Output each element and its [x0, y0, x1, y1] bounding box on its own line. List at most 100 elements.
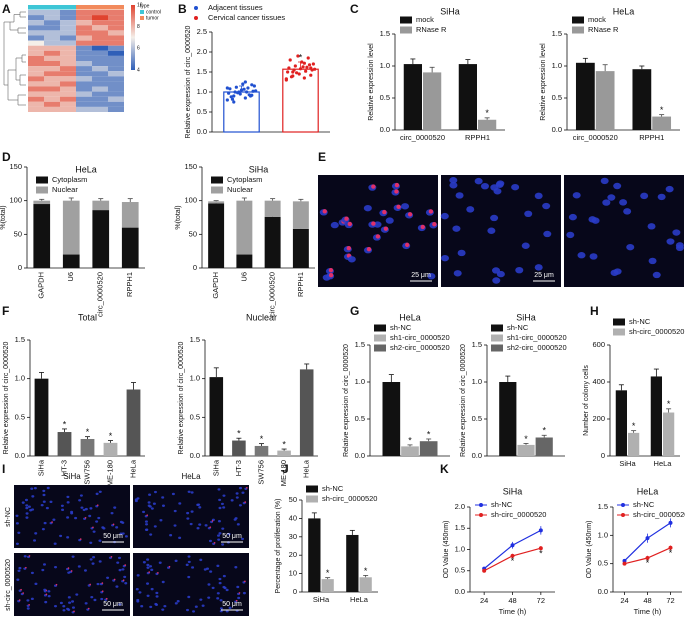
y-axis-label: OD Value (450nm) [586, 521, 593, 579]
cell [89, 541, 93, 544]
y-tick-label: 1.0 [355, 377, 365, 386]
cell [607, 194, 616, 201]
legend-label: tumor [146, 15, 159, 21]
x-tick-label: circ_0000520 [96, 272, 105, 317]
cell [158, 561, 162, 564]
cell [147, 504, 151, 507]
colorbar-tick-label: 8 [137, 24, 140, 30]
cell [149, 565, 153, 568]
chart-title: SiHa [440, 6, 460, 16]
cell-signal [148, 571, 151, 573]
cell-signal [346, 246, 351, 251]
x-tick-label: RPPH1 [465, 133, 490, 142]
y-tick-label: 30 [289, 532, 297, 541]
cell [174, 602, 178, 605]
bar [650, 376, 662, 456]
y-axis-label: Relative expression of circ_0000520 [178, 341, 185, 454]
y-axis-label: Relative expression of circ_0000520 [343, 344, 350, 457]
cell [440, 254, 449, 262]
y-tick-label: 0.0 [190, 451, 200, 460]
cell [236, 585, 240, 589]
y-tick-label: 0 [18, 263, 22, 272]
cell [33, 486, 37, 490]
cell-signal [45, 593, 48, 596]
cell [62, 605, 66, 608]
heat-cell [92, 71, 108, 77]
bar [478, 119, 497, 130]
legend-swatch [36, 186, 48, 194]
cell [145, 523, 149, 526]
bar [308, 518, 321, 592]
panel-letter: B [178, 2, 187, 16]
cell-signal [70, 570, 73, 572]
cell [577, 252, 586, 259]
heat-cell [60, 30, 76, 36]
cell-signal [157, 572, 159, 574]
heat-cell [76, 106, 92, 112]
y-tick-label: 2.0 [455, 502, 465, 511]
cell-signal [28, 603, 30, 606]
heat-cell [28, 45, 44, 51]
heat-cell [44, 55, 60, 61]
data-point [227, 91, 231, 95]
heat-cell [60, 55, 76, 61]
y-tick-label: 0 [601, 451, 605, 460]
data-point [242, 87, 246, 91]
cell-signal [347, 221, 353, 227]
heat-cell [76, 81, 92, 87]
significance: * [667, 399, 671, 409]
x-tick-label: HeLa [350, 595, 369, 604]
cell [207, 583, 211, 586]
cell [186, 511, 190, 515]
y-tick-label: 1.0 [455, 544, 465, 553]
cell-signal [235, 599, 238, 602]
heat-cell [76, 76, 92, 82]
data-point [254, 89, 258, 93]
heat-cell [76, 61, 92, 67]
cell [40, 503, 44, 507]
y-tick-label: 50 [289, 495, 297, 504]
legend-label: sh2-circ_0000520 [390, 343, 450, 352]
cell [466, 206, 475, 213]
heat-cell [108, 55, 124, 61]
cell [23, 555, 27, 558]
significance: * [109, 431, 113, 441]
column-label: HeLa [181, 472, 201, 481]
cell [613, 182, 622, 190]
bar [92, 200, 110, 211]
legend-label: sh-circ_0000520 [633, 510, 685, 519]
x-tick-label: U6 [66, 272, 75, 282]
cell [89, 507, 93, 510]
cell [511, 183, 520, 191]
cell [199, 558, 203, 562]
legend-marker [621, 513, 625, 517]
cell [626, 243, 635, 251]
heat-cell [28, 25, 44, 31]
legend-swatch [306, 495, 318, 503]
y-tick-label: 10 [289, 569, 297, 578]
heat-cell [44, 91, 60, 97]
cell [401, 203, 410, 210]
chart-title: Total [78, 312, 97, 322]
heat-cell [92, 25, 108, 31]
x-tick-label: SiHa [211, 459, 220, 476]
cell [68, 601, 72, 604]
cell [118, 603, 122, 606]
heat-cell [76, 30, 92, 36]
cell-signal [101, 590, 104, 593]
heat-cell [76, 101, 92, 107]
cell [98, 539, 102, 542]
y-tick-label: 100 [9, 196, 22, 205]
y-tick-label: 0.0 [197, 127, 207, 136]
cell-signal [383, 226, 389, 231]
panel-letter: K [440, 462, 449, 476]
data-point [225, 86, 229, 90]
x-tick-label: HT-3 [234, 460, 243, 476]
x-tick-label: RPPH1 [296, 272, 305, 297]
cell [66, 607, 70, 611]
cell [474, 177, 483, 185]
cell [238, 504, 242, 507]
cell [25, 506, 29, 510]
cell-signal [432, 222, 437, 227]
heat-cell [60, 20, 76, 26]
